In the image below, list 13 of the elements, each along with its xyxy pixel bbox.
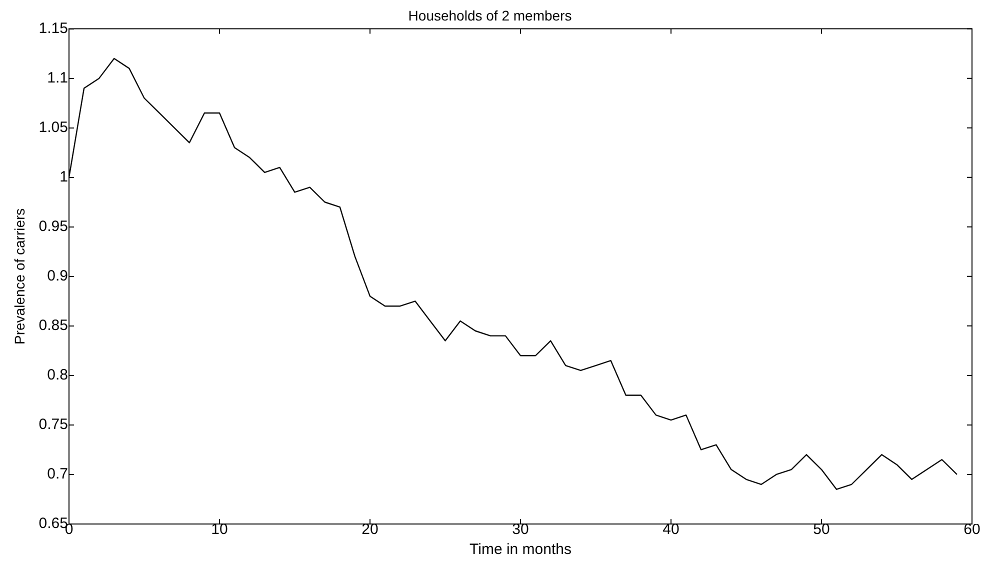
chart-title: Households of 2 members — [408, 7, 572, 24]
y-tick-label: 0.75 — [38, 416, 68, 434]
y-tick-label: 1.1 — [47, 69, 68, 86]
y-tick-label: 0.7 — [47, 466, 68, 483]
y-tick-label: 1.15 — [38, 20, 68, 37]
y-tick-label: 1.05 — [38, 118, 68, 136]
y-tick-label: 0.95 — [38, 218, 68, 236]
y-tick-label: 0.8 — [47, 366, 68, 384]
y-tick-label: 1 — [60, 168, 68, 186]
y-tick-label: 0.85 — [38, 317, 68, 334]
y-tick-label: 0.9 — [47, 268, 68, 285]
y-axis-title: Prevalence of carriers — [11, 208, 28, 344]
x-axis-title: Time in months — [470, 541, 572, 558]
